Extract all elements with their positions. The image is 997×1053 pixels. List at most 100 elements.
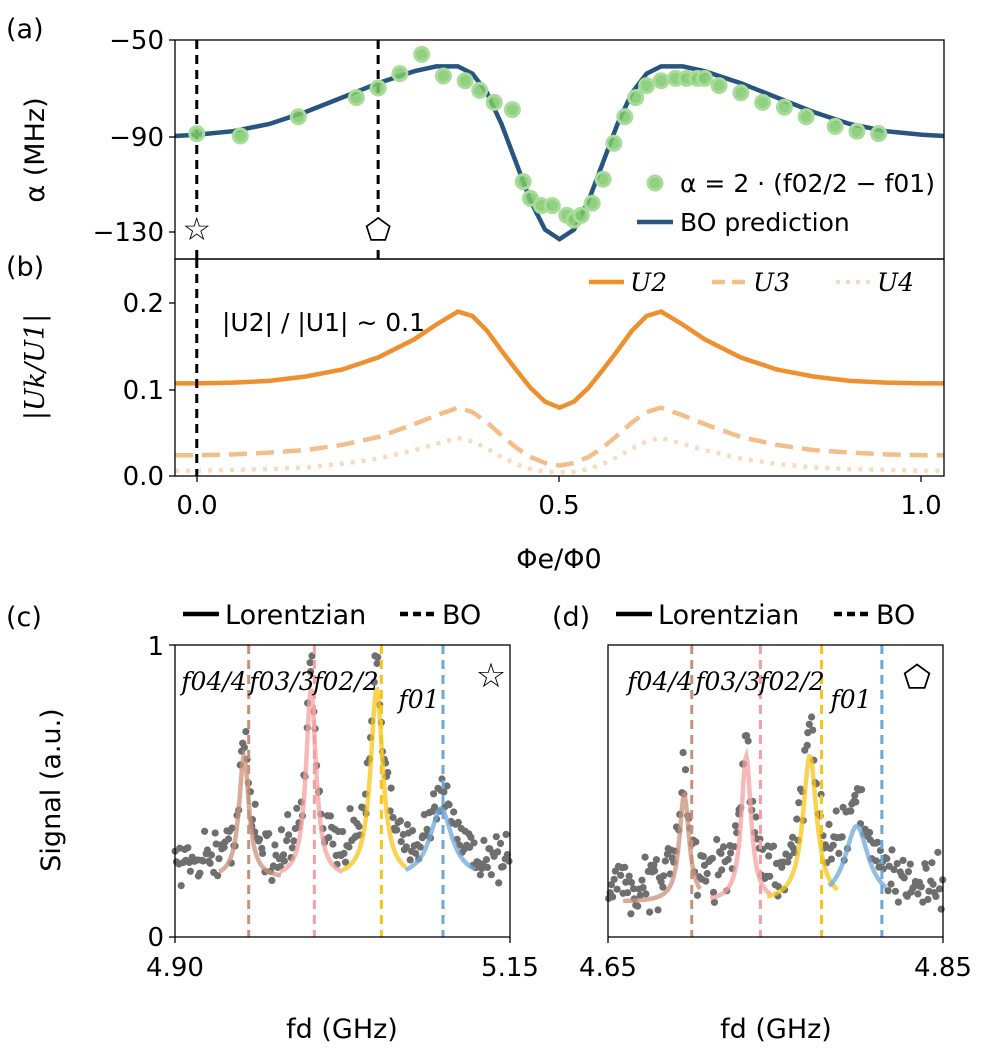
data-point-alpha: [710, 77, 728, 95]
signal-point: [929, 880, 937, 888]
peak-label-f04: f04/4: [625, 667, 692, 696]
signal-point: [445, 801, 453, 809]
signal-point: [355, 822, 363, 831]
panel-b-xtick-label: 1.0: [900, 491, 941, 521]
signal-point: [622, 878, 630, 886]
data-point-alpha: [188, 125, 206, 143]
star-icon: ☆: [182, 210, 211, 248]
signal-point: [384, 768, 392, 777]
signal-point: [496, 839, 505, 848]
panel-b-xticks: 0.0 0.5 1.0: [176, 476, 942, 521]
signal-point: [406, 856, 414, 864]
signal-point: [894, 898, 903, 906]
panel-b-ytick-label: 0.1: [123, 376, 164, 406]
signal-point: [805, 720, 813, 728]
data-point-alpha: [543, 197, 561, 215]
signal-point: [710, 898, 719, 906]
legend-label-u4: U4: [877, 268, 914, 297]
data-point-alpha: [627, 89, 645, 107]
panel-b-ytick-label: 0.2: [123, 289, 164, 319]
legend-label-u3: U3: [753, 268, 790, 297]
signal-point: [279, 851, 288, 859]
data-point-alpha: [347, 89, 365, 107]
signal-point: [186, 867, 194, 875]
signal-point: [288, 844, 296, 852]
signal-point: [793, 815, 801, 823]
panel-a-legend: α = 2 · (f02/2 − f01) BO prediction: [637, 169, 935, 237]
signal-point: [408, 827, 417, 835]
signal-point: [341, 858, 350, 866]
signal-point: [883, 855, 891, 863]
signal-point: [609, 893, 617, 901]
signal-point: [659, 883, 667, 891]
signal-point: [610, 875, 618, 883]
legend-label-alpha: α = 2 · (f02/2 − f01): [680, 169, 935, 198]
signal-point: [423, 825, 431, 834]
signal-point: [613, 885, 621, 893]
signal-point: [494, 848, 502, 856]
signal-point: [480, 836, 488, 845]
panel-c-xlabel: fd (GHz): [286, 1014, 398, 1045]
signal-point: [717, 849, 725, 858]
signal-point: [838, 833, 846, 841]
signal-point: [872, 857, 880, 865]
panel-a-ytick-label: −130: [93, 218, 164, 248]
signal-point: [847, 807, 855, 815]
peak-label-f01: f01: [828, 685, 871, 714]
signal-point: [214, 872, 222, 880]
signal-point: [679, 749, 687, 757]
signal-point: [306, 659, 314, 667]
signal-point: [744, 737, 752, 745]
panel-d-plot-area: [605, 645, 947, 937]
peak-label-f03: f03/3: [693, 667, 760, 696]
signal-point: [431, 803, 439, 811]
signal-point: [851, 791, 859, 800]
signal-point: [936, 885, 944, 893]
signal-point: [891, 887, 900, 895]
signal-point: [681, 766, 690, 774]
signal-point: [709, 888, 718, 897]
panel-c-ytick-label: 1: [147, 632, 164, 662]
signal-point: [283, 837, 291, 845]
signal-point: [932, 892, 940, 901]
panel-c-plot-area: [171, 645, 513, 937]
signal-point: [627, 878, 636, 887]
signal-point: [708, 854, 717, 862]
panel-a-ylabel: α (MHz): [20, 97, 51, 202]
signal-point: [821, 841, 829, 849]
panel-d-frame: [607, 644, 944, 938]
signal-point: [888, 846, 896, 854]
signal-point: [730, 843, 738, 851]
panel-label-b: (b): [6, 252, 44, 283]
signal-point: [890, 866, 898, 874]
panel-a-ytick-label: −50: [109, 26, 164, 56]
signal-point: [621, 863, 629, 871]
signal-point: [906, 860, 914, 868]
signal-point: [492, 833, 500, 841]
pentagon-icon: ⬠: [365, 213, 391, 248]
signal-point: [265, 830, 273, 838]
signal-point: [228, 824, 236, 832]
data-point-alpha: [754, 93, 772, 111]
signal-point: [466, 843, 474, 851]
signal-point: [727, 849, 735, 857]
signal-point: [224, 835, 233, 843]
data-point-alpha: [456, 72, 474, 90]
signal-point: [470, 839, 478, 847]
peak-label-f03: f03/3: [247, 667, 314, 696]
lorentzian-fit: [766, 753, 839, 899]
panel-c: 1 0 4.90 5.15 fd (GHz) Signal (a.u.) Lor…: [36, 600, 539, 1045]
panel-label-a: (a): [6, 14, 44, 45]
signal-point: [476, 871, 484, 879]
signal-point: [502, 830, 510, 839]
signal-point: [661, 857, 670, 865]
panel-a-yticks: −50 −90 −130: [93, 26, 175, 248]
signal-point: [934, 848, 942, 856]
signal-point: [634, 902, 642, 910]
signal-point: [623, 889, 632, 897]
data-point-alpha: [471, 81, 489, 99]
signal-point: [184, 844, 192, 852]
signal-point: [743, 732, 751, 740]
signal-point: [397, 838, 405, 846]
signal-point: [884, 887, 892, 895]
